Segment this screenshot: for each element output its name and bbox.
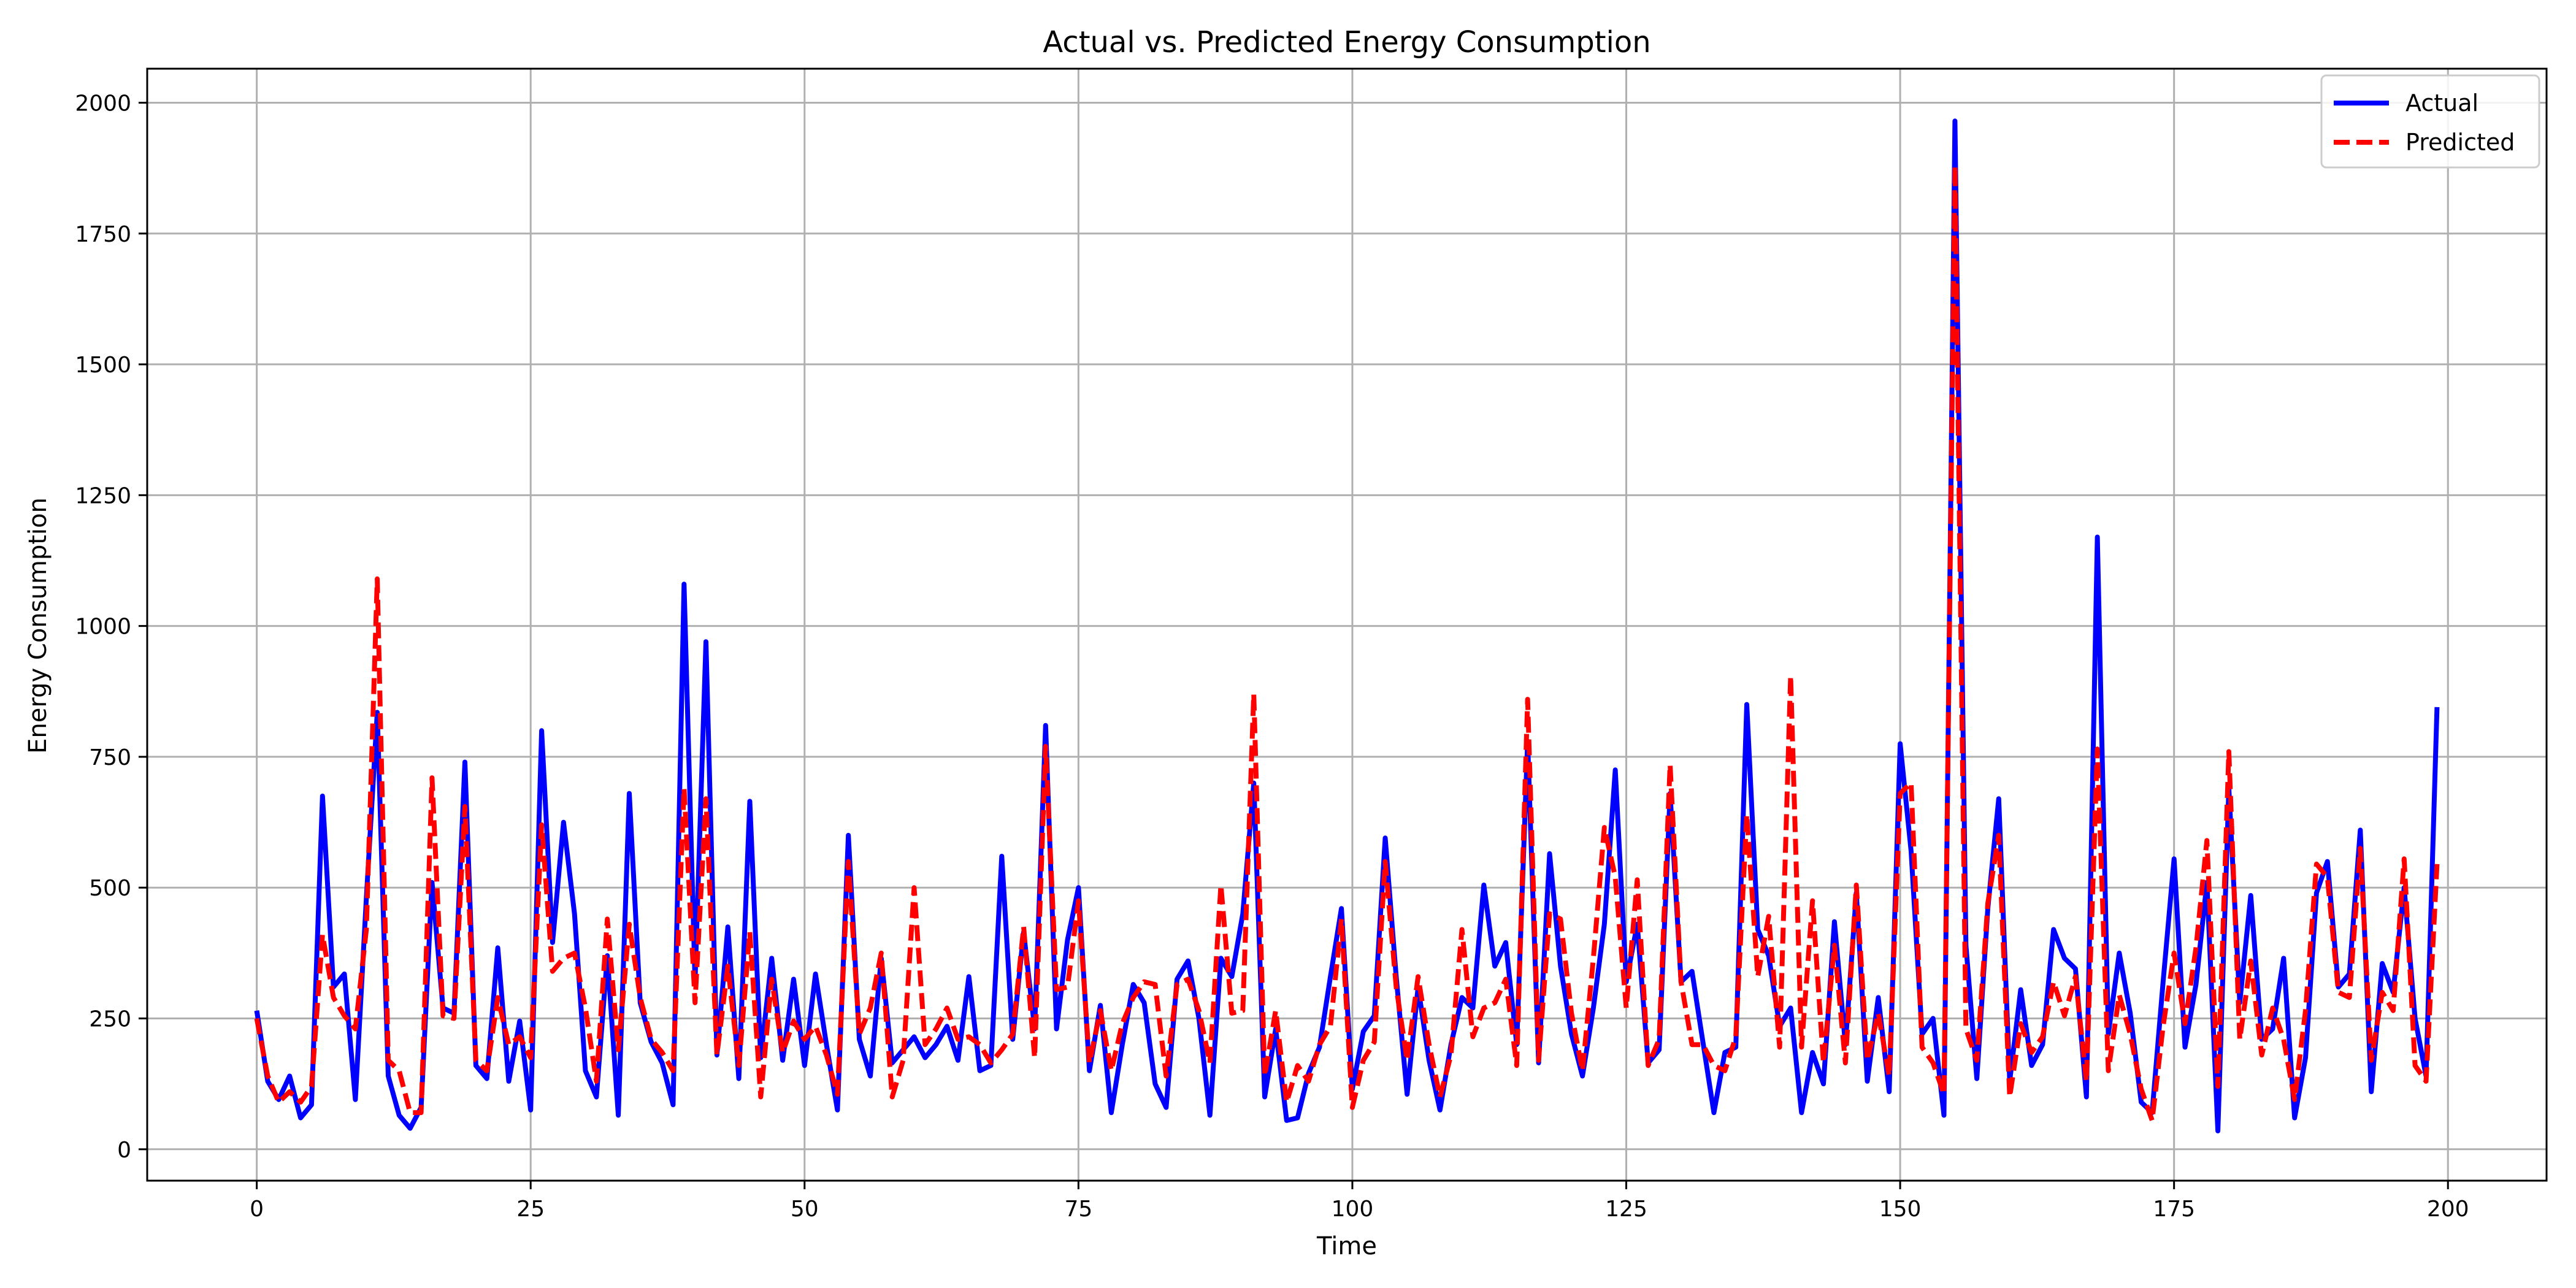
x-tick-label: 25 xyxy=(516,1197,545,1222)
x-tick-label: 125 xyxy=(1605,1197,1647,1222)
x-tick-label: 0 xyxy=(250,1197,264,1222)
legend-label-predicted: Predicted xyxy=(2405,129,2515,156)
y-tick-label: 1000 xyxy=(75,615,131,640)
y-axis: 0 250 500 750 1000 1250 1500 1750 2000 xyxy=(75,91,147,1163)
y-tick-label: 2000 xyxy=(75,91,131,116)
plot-frame xyxy=(146,67,2548,1182)
y-tick-label: 250 xyxy=(89,1007,131,1032)
y-tick-label: 500 xyxy=(89,876,131,901)
x-axis-label: Time xyxy=(1316,1232,1377,1260)
x-tick-label: 150 xyxy=(1879,1197,1922,1222)
y-tick-label: 1500 xyxy=(75,353,131,378)
legend: Actual Predicted xyxy=(2320,74,2540,169)
y-tick-label: 0 xyxy=(117,1138,131,1163)
series-layer xyxy=(254,118,2440,1133)
x-tick-label: 100 xyxy=(1332,1197,1374,1222)
x-tick-label: 50 xyxy=(791,1197,819,1222)
legend-box xyxy=(2320,74,2540,169)
x-tick-label: 75 xyxy=(1064,1197,1092,1222)
y-tick-label: 1750 xyxy=(75,222,131,247)
x-tick-label: 200 xyxy=(2427,1197,2469,1222)
x-axis: 0 25 50 75 100 125 150 175 200 xyxy=(250,1181,2469,1222)
y-axis-label: Energy Consumption xyxy=(24,497,52,754)
y-tick-label: 1250 xyxy=(75,483,131,508)
chart-title: Actual vs. Predicted Energy Consumption xyxy=(1043,25,1650,59)
x-tick-label: 175 xyxy=(2153,1197,2195,1222)
series-line-predicted xyxy=(254,163,2440,1123)
y-tick-label: 750 xyxy=(89,745,131,770)
legend-label-actual: Actual xyxy=(2405,90,2478,117)
